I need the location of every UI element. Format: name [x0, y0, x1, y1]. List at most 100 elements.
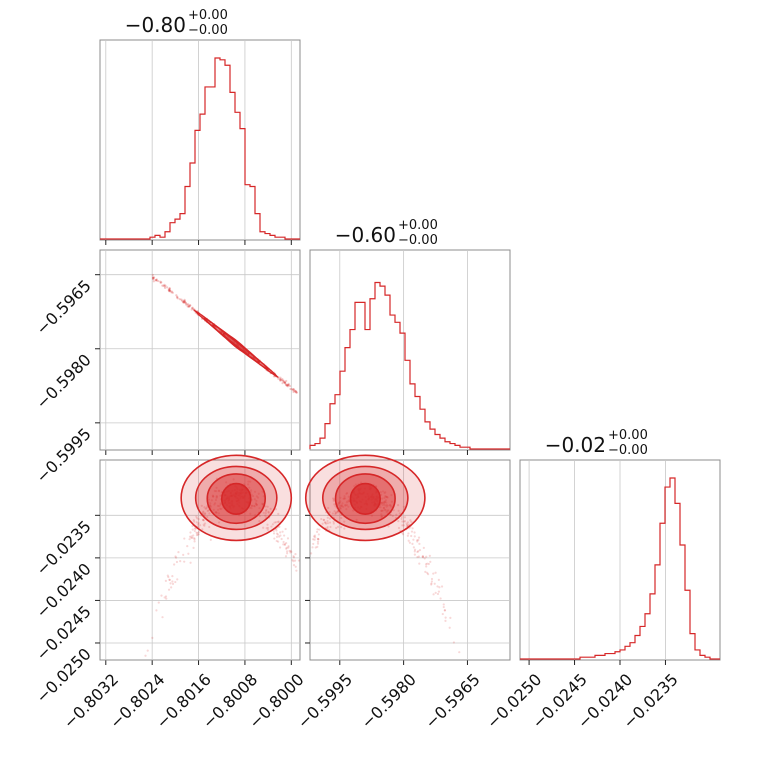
scatter-point — [338, 501, 341, 504]
scatter-point — [190, 535, 193, 538]
scatter-point — [191, 528, 194, 531]
scatter-point — [278, 546, 282, 549]
scatter-point — [386, 504, 389, 507]
scatter-point — [197, 518, 200, 521]
scatter-point — [160, 281, 163, 284]
scatter-point — [286, 384, 289, 387]
scatter-point — [213, 489, 216, 493]
scatter-point — [328, 521, 332, 524]
scatter-point — [279, 377, 282, 381]
scatter-point — [344, 503, 347, 507]
scatter-point — [320, 517, 323, 521]
scatter-point — [248, 486, 251, 489]
scatter-point — [275, 532, 279, 535]
scatter-point — [417, 555, 420, 558]
scatter-point — [264, 505, 267, 508]
scatter-point — [214, 511, 217, 514]
panel-hist-0 — [99, 39, 301, 241]
scatter-point — [324, 521, 327, 524]
scatter-point — [175, 560, 179, 564]
scatter-0-1 — [151, 273, 298, 394]
scatter-point — [174, 555, 177, 558]
scatter-point — [171, 575, 174, 578]
scatter-point — [266, 526, 270, 530]
scatter-point — [331, 497, 335, 500]
scatter-point — [283, 543, 287, 547]
scatter-point — [170, 291, 173, 294]
scatter-point — [436, 585, 439, 588]
scatter-point — [292, 556, 296, 559]
scatter-point — [412, 538, 415, 541]
scatter-point — [264, 512, 267, 515]
scatter-point — [182, 300, 185, 304]
scatter-point — [258, 514, 261, 518]
scatter-point — [152, 276, 155, 280]
scatter-point — [270, 525, 273, 528]
scatter-point — [193, 538, 196, 541]
scatter-point — [215, 511, 218, 514]
scatter-point — [383, 496, 386, 500]
scatter-point — [258, 507, 261, 510]
scatter-point — [279, 534, 282, 537]
scatter-point — [258, 519, 261, 523]
scatter-point — [201, 528, 204, 531]
scatter-point — [390, 505, 393, 508]
scatter-point — [204, 507, 207, 510]
scatter-point — [281, 379, 285, 382]
scatter-point — [157, 279, 160, 283]
scatter-point — [272, 532, 276, 535]
title-upper-error: +0.00 — [608, 428, 648, 443]
scatter-point — [161, 284, 164, 287]
scatter-point — [182, 299, 185, 302]
scatter-point — [275, 529, 278, 532]
scatter-point — [201, 518, 205, 521]
scatter-point — [184, 302, 188, 305]
contour-level — [220, 482, 252, 516]
contour-level — [349, 482, 382, 516]
scatter-point — [425, 565, 428, 568]
scatter-point — [182, 301, 185, 304]
scatter-point — [340, 525, 343, 529]
scatter-point — [262, 526, 265, 529]
scatter-point — [168, 578, 171, 581]
scatter-point — [339, 504, 342, 508]
scatter-point — [182, 300, 185, 303]
scatter-point — [273, 521, 276, 524]
scatter-point — [174, 556, 178, 559]
scatter-point — [409, 519, 412, 522]
scatter-point — [144, 654, 147, 657]
scatter-point — [282, 543, 285, 546]
scatter-point — [292, 564, 296, 567]
scatter-point — [180, 299, 184, 302]
scatter-point — [355, 518, 358, 521]
scatter-point — [265, 527, 268, 530]
scatter-point — [340, 505, 344, 508]
scatter-point — [159, 281, 162, 284]
scatter-point — [251, 494, 255, 498]
scatter-point — [408, 541, 411, 544]
scatter-point — [219, 494, 222, 497]
scatter-point — [339, 506, 342, 510]
scatter-point — [290, 388, 293, 391]
scatter-point — [432, 593, 435, 596]
scatter-point — [254, 513, 257, 517]
scatter-point — [196, 531, 199, 535]
scatter-point — [326, 522, 330, 525]
scatter-point — [183, 301, 186, 304]
scatter-point — [331, 512, 334, 515]
scatter-point — [167, 288, 170, 291]
scatter-point — [385, 495, 388, 499]
scatter-point — [192, 307, 195, 311]
scatter-point — [193, 540, 196, 543]
scatter-point — [413, 548, 417, 551]
scatter-point — [253, 498, 256, 501]
scatter-point — [196, 533, 199, 536]
scatter-point — [424, 570, 427, 573]
scatter-point — [381, 503, 384, 506]
scatter-point — [185, 303, 188, 306]
scatter-point — [383, 491, 386, 495]
x-tick-label: −0.5965 — [421, 670, 484, 733]
scatter-point — [152, 276, 156, 279]
scatter-point — [281, 377, 284, 381]
scatter-point — [208, 504, 211, 507]
